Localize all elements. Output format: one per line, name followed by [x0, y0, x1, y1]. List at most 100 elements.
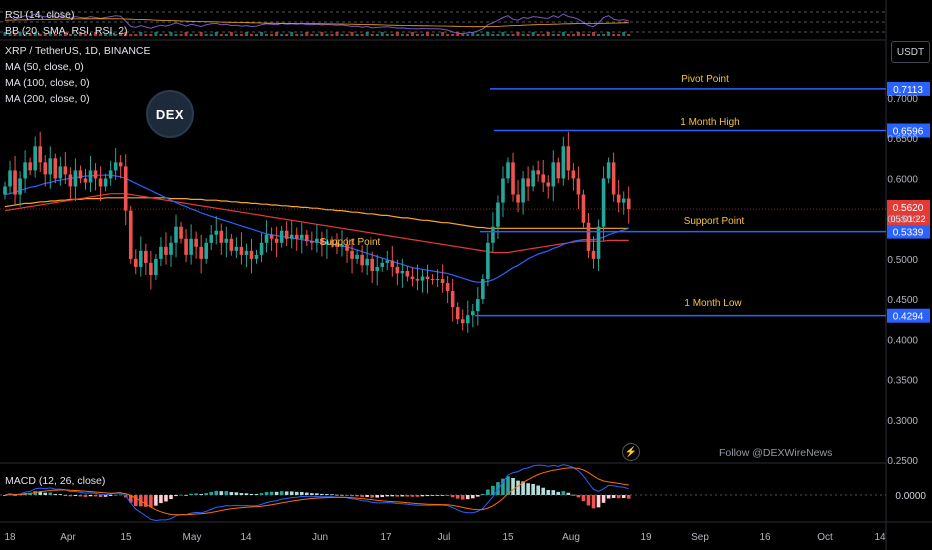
candle-body[interactable]	[481, 279, 485, 300]
candle-body[interactable]	[139, 250, 143, 267]
macd-pane[interactable]: 0.0000 MACD (12, 26, close)	[0, 464, 926, 522]
candle-body[interactable]	[53, 158, 58, 179]
candle-body[interactable]	[410, 276, 415, 279]
candle-body[interactable]	[294, 234, 299, 239]
candle-body[interactable]	[58, 166, 63, 179]
candle-body[interactable]	[596, 226, 601, 259]
candle-body[interactable]	[430, 279, 435, 280]
candle-body[interactable]	[254, 254, 259, 259]
candle-body[interactable]	[551, 162, 556, 187]
candle-body[interactable]	[486, 242, 490, 279]
candle-body[interactable]	[335, 242, 339, 247]
candle-body[interactable]	[73, 170, 78, 187]
candle-body[interactable]	[118, 162, 123, 167]
candle-body[interactable]	[13, 170, 17, 195]
candle-body[interactable]	[586, 222, 591, 251]
candle-body[interactable]	[289, 234, 294, 239]
candle-body[interactable]	[305, 234, 309, 242]
candle-body[interactable]	[360, 254, 364, 266]
candle-body[interactable]	[445, 283, 450, 292]
candle-body[interactable]	[390, 260, 395, 267]
candle-body[interactable]	[204, 242, 208, 259]
candle-body[interactable]	[299, 234, 304, 239]
candle-body[interactable]	[440, 279, 445, 284]
candle-body[interactable]	[340, 244, 344, 247]
candle-body[interactable]	[536, 170, 540, 175]
candle-body[interactable]	[179, 226, 183, 239]
ma50-legend[interactable]: MA (50, close, 0)	[5, 61, 84, 73]
candle-body[interactable]	[63, 166, 68, 175]
candle-body[interactable]	[501, 178, 505, 203]
candle-body[interactable]	[325, 241, 329, 245]
candle-body[interactable]	[194, 238, 198, 247]
candle-body[interactable]	[48, 158, 53, 175]
candle-body[interactable]	[420, 276, 425, 281]
candle-body[interactable]	[284, 230, 289, 239]
candle-body[interactable]	[521, 178, 525, 203]
candle-body[interactable]	[88, 170, 93, 183]
candle-body[interactable]	[330, 241, 334, 243]
candle-body[interactable]	[78, 170, 83, 179]
candle-body[interactable]	[476, 299, 480, 312]
candle-body[interactable]	[103, 178, 108, 187]
candle-body[interactable]	[244, 250, 249, 255]
candle-body[interactable]	[169, 242, 173, 255]
candle-body[interactable]	[310, 241, 314, 243]
candlestick-series[interactable]	[3, 131, 631, 333]
candle-body[interactable]	[269, 234, 274, 239]
time-axis[interactable]: 18 Apr 15 May 14 Jun 17 Jul 15 Aug 19 Sep 16 Oct 14	[4, 532, 886, 543]
candle-body[interactable]	[83, 178, 88, 183]
candle-body[interactable]	[209, 234, 214, 243]
candle-body[interactable]	[159, 246, 163, 259]
rsi-legend[interactable]: RSI (14, close)	[5, 9, 75, 21]
candle-body[interactable]	[345, 244, 349, 251]
candle-body[interactable]	[626, 198, 631, 210]
candle-body[interactable]	[98, 178, 103, 187]
candle-body[interactable]	[38, 146, 43, 163]
candle-body[interactable]	[113, 162, 118, 171]
candle-body[interactable]	[23, 162, 27, 179]
candle-body[interactable]	[33, 146, 37, 171]
candle-body[interactable]	[621, 198, 626, 203]
candle-body[interactable]	[546, 182, 551, 187]
candle-body[interactable]	[274, 238, 279, 243]
candle-body[interactable]	[506, 162, 510, 179]
candle-body[interactable]	[400, 270, 405, 274]
rsi-pane[interactable]	[0, 11, 886, 36]
candle-body[interactable]	[470, 311, 475, 316]
candle-body[interactable]	[511, 162, 515, 195]
candle-body[interactable]	[350, 250, 354, 259]
currency-button[interactable]: USDT	[891, 41, 930, 63]
candle-body[interactable]	[224, 238, 229, 243]
candle-body[interactable]	[365, 258, 369, 266]
candle-body[interactable]	[43, 162, 48, 175]
candle-body[interactable]	[591, 250, 596, 259]
candle-body[interactable]	[405, 270, 410, 277]
candle-body[interactable]	[264, 234, 269, 243]
candle-body[interactable]	[375, 266, 380, 271]
candle-body[interactable]	[214, 230, 219, 235]
candle-body[interactable]	[566, 146, 571, 171]
symbol-title[interactable]: XRP / TetherUS, 1D, BINANCE	[5, 45, 151, 57]
candle-body[interactable]	[108, 170, 113, 179]
candle-body[interactable]	[541, 174, 546, 183]
candle-body[interactable]	[581, 194, 586, 223]
candle-body[interactable]	[93, 170, 98, 179]
candle-body[interactable]	[460, 319, 465, 324]
candle-body[interactable]	[455, 307, 460, 320]
candle-body[interactable]	[315, 238, 319, 243]
candle-body[interactable]	[601, 178, 606, 227]
candle-body[interactable]	[531, 170, 535, 187]
candle-body[interactable]	[516, 194, 520, 203]
bb-legend[interactable]: BB (20, SMA, RSI, RSI, 2)	[5, 25, 128, 37]
candle-body[interactable]	[355, 254, 359, 259]
candle-body[interactable]	[229, 238, 234, 251]
candle-body[interactable]	[380, 262, 385, 267]
candle-body[interactable]	[128, 210, 133, 259]
ma200-legend[interactable]: MA (200, close, 0)	[5, 93, 90, 105]
candle-body[interactable]	[320, 238, 324, 245]
candle-body[interactable]	[370, 258, 374, 271]
candle-body[interactable]	[465, 315, 470, 324]
candle-body[interactable]	[249, 250, 254, 259]
